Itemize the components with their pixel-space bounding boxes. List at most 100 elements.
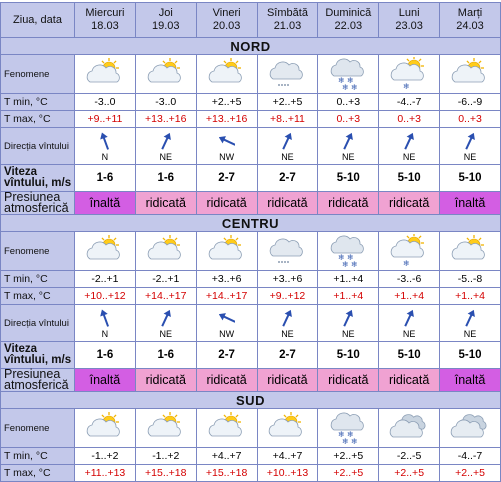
tmax-cell: +11..+13 bbox=[74, 464, 136, 482]
day-header: Joi 19.03 bbox=[134, 2, 197, 38]
pressure-cell: înaltă bbox=[439, 368, 501, 392]
phenomena-row: Fenomene ❄ ❄ ❄ ❄ ❄ bbox=[0, 54, 501, 94]
wind-direction-label: NW bbox=[219, 151, 235, 162]
pressure-cell: ridicată bbox=[134, 191, 197, 215]
wind-direction-cell: N bbox=[74, 127, 136, 165]
tmin-cell: -3..0 bbox=[74, 93, 136, 111]
wind-direction-label: NE bbox=[402, 151, 416, 162]
wind-speed-cell: 2-7 bbox=[256, 341, 319, 369]
partly-cloudy-icon bbox=[147, 412, 181, 437]
header-row: Ziua, data Miercuri 18.03 Joi 19.03 Vineri 20.… bbox=[0, 2, 501, 38]
row-label-viteza: Viteza vîntului, m/s bbox=[0, 164, 75, 192]
wind-direction-label: NE bbox=[159, 151, 173, 162]
wind-direction-label: NE bbox=[342, 328, 355, 339]
wind-speed-cell: 5-10 bbox=[378, 341, 441, 369]
snow-cloud-icon: ❄ ❄❄ ❄ bbox=[331, 235, 365, 268]
tmin-cell: -6..-9 bbox=[439, 93, 501, 111]
day-header: Miercuri 18.03 bbox=[74, 2, 136, 38]
tmax-cell: +15..+18 bbox=[195, 464, 258, 482]
row-label-directia: Direcția vîntului bbox=[0, 127, 75, 165]
wind-direction-cell: NE bbox=[256, 304, 319, 342]
partly-cloudy-icon bbox=[147, 58, 181, 83]
wind-direction-label: NE bbox=[281, 151, 294, 162]
tmax-cell: +15..+18 bbox=[134, 464, 197, 482]
svg-text:❄: ❄ bbox=[342, 437, 349, 445]
row-label-tmin: T min, °C bbox=[0, 93, 75, 111]
pressure-cell: ridicată bbox=[256, 368, 319, 392]
pressure-cell: ridicată bbox=[317, 368, 380, 392]
svg-text:❄: ❄ bbox=[342, 83, 349, 91]
wind-direction-arrow-icon bbox=[258, 308, 318, 328]
phenomena-cell bbox=[195, 54, 258, 94]
region-row: NORD bbox=[0, 37, 501, 55]
wind-direction-cell: NE bbox=[317, 127, 380, 165]
partly-cloudy-icon bbox=[451, 235, 485, 260]
region-row: SUD bbox=[0, 391, 501, 409]
row-label-tmax: T max, °C bbox=[0, 110, 75, 128]
region-row: CENTRU bbox=[0, 214, 501, 232]
svg-text:❄: ❄ bbox=[351, 260, 358, 268]
region-title: CENTRU bbox=[0, 214, 501, 232]
tmax-cell: +1..+4 bbox=[317, 287, 380, 305]
day-header: Vineri 20.03 bbox=[195, 2, 258, 38]
wind-direction-arrow-icon bbox=[318, 131, 378, 151]
pressure-cell: ridicată bbox=[134, 368, 197, 392]
day-name: Vineri bbox=[212, 7, 241, 19]
tmin-cell: 0..+3 bbox=[317, 93, 380, 111]
tmax-cell: +1..+4 bbox=[378, 287, 441, 305]
partly-cloudy-icon bbox=[147, 235, 181, 260]
cloudy-light-snow-icon bbox=[270, 238, 304, 263]
phenomena-cell bbox=[439, 408, 501, 448]
wind-speed-cell: 1-6 bbox=[134, 164, 197, 192]
phenomena-cell bbox=[439, 231, 501, 271]
partly-cloudy-icon bbox=[86, 58, 120, 83]
tmax-cell: +9..+12 bbox=[256, 287, 319, 305]
wind-direction-cell: NW bbox=[195, 127, 258, 165]
partly-cloudy-icon bbox=[86, 412, 120, 437]
pressure-cell: ridicată bbox=[317, 191, 380, 215]
wind-direction-cell: NE bbox=[439, 127, 501, 165]
row-label-fenomene: Fenomene bbox=[0, 231, 75, 271]
wind-direction-cell: NE bbox=[378, 127, 441, 165]
snow-cloud-icon: ❄ ❄❄ ❄ bbox=[331, 412, 365, 445]
pressure-cell: înaltă bbox=[74, 191, 136, 215]
wind-speed-cell: 1-6 bbox=[74, 341, 136, 369]
phenomena-cell bbox=[134, 408, 197, 448]
region-title: NORD bbox=[0, 37, 501, 55]
tmin-cell: -3..0 bbox=[134, 93, 197, 111]
phenomena-cell bbox=[195, 231, 258, 271]
wind-direction-label: N bbox=[101, 151, 109, 162]
row-label-directia: Direcția vîntului bbox=[0, 304, 75, 342]
svg-text:❄: ❄ bbox=[338, 76, 345, 85]
tmin-cell: +4..+7 bbox=[256, 447, 319, 465]
wind-direction-arrow-icon bbox=[440, 308, 500, 328]
partly-cloudy-icon bbox=[208, 412, 242, 437]
wind-direction-arrow-icon bbox=[197, 131, 257, 151]
wind-direction-label: NE bbox=[463, 151, 477, 162]
svg-text:❄: ❄ bbox=[347, 430, 354, 439]
phenomena-cell bbox=[74, 408, 136, 448]
day-header: Marți 24.03 bbox=[439, 2, 501, 38]
tmax-cell: +14..+17 bbox=[134, 287, 197, 305]
wind-direction-label: NE bbox=[159, 328, 173, 339]
svg-text:❄: ❄ bbox=[338, 253, 345, 262]
day-name: Sîmbătă bbox=[266, 7, 308, 19]
wind-direction-cell: NE bbox=[256, 127, 319, 165]
wind-speed-row: Viteza vîntului, m/s 1-6 1-6 2-7 2-7 5-10 5-10… bbox=[0, 164, 501, 192]
row-label-presiunea: Presiunea atmosferică bbox=[0, 368, 75, 392]
tmin-cell: -2..+1 bbox=[74, 270, 136, 288]
tmin-row: T min, °C -1..+2 -1..+2 +4..+7 +4..+7 +2..+5-… bbox=[0, 447, 501, 465]
phenomena-cell: ❄ ❄ ❄ ❄ bbox=[317, 231, 380, 271]
row-label-tmax: T max, °C bbox=[0, 287, 75, 305]
wind-direction-label: N bbox=[101, 328, 109, 339]
tmax-cell: +2..+5 bbox=[317, 464, 380, 482]
day-name: Joi bbox=[158, 7, 173, 19]
day-date: 18.03 bbox=[91, 20, 119, 32]
tmax-cell: +13..+16 bbox=[134, 110, 197, 128]
partly-cloudy-icon bbox=[269, 412, 303, 437]
cloudy-icon bbox=[450, 414, 487, 438]
wind-direction-arrow-icon bbox=[258, 131, 318, 151]
cloudy-icon bbox=[389, 414, 426, 438]
wind-direction-label: NW bbox=[219, 328, 235, 339]
wind-direction-arrow-icon bbox=[136, 308, 196, 328]
